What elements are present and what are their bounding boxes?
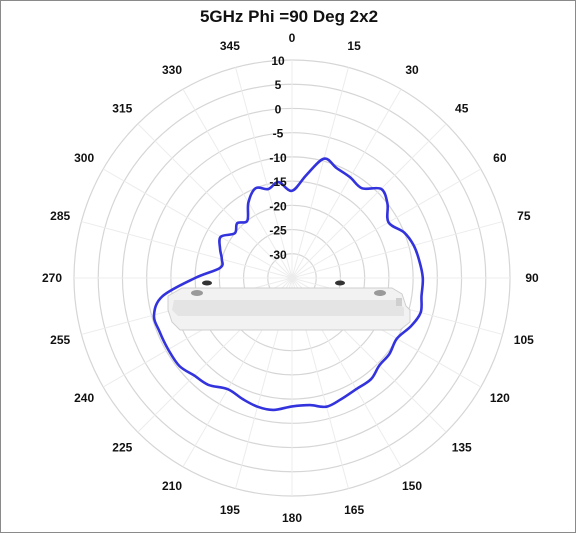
grid-spoke [182, 88, 293, 279]
radial-tick-label: -5 [273, 127, 284, 141]
grid-spoke [235, 67, 293, 279]
angle-tick-label: 75 [517, 209, 531, 223]
series-layer [152, 157, 425, 412]
radial-tick-label: -30 [269, 248, 287, 262]
chart-title: 5GHz Phi =90 Deg 2x2 [199, 7, 379, 26]
angle-tick-label: 45 [455, 101, 469, 115]
tick-labels: 0153045607590105120135150165180195210225… [42, 31, 539, 525]
angle-tick-label: 210 [162, 479, 182, 493]
angle-tick-label: 330 [162, 63, 182, 77]
angle-tick-label: 60 [493, 151, 507, 165]
angle-tick-label: 270 [42, 271, 62, 285]
radial-tick-label: -15 [269, 175, 287, 189]
angle-tick-label: 345 [220, 39, 240, 53]
grid-spoke [81, 221, 293, 279]
angle-tick-label: 0 [289, 31, 296, 45]
radial-tick-label: -10 [269, 151, 287, 165]
radial-tick-label: 10 [271, 54, 285, 68]
angle-tick-label: 90 [525, 271, 539, 285]
angle-tick-label: 30 [405, 63, 419, 77]
access-point-device-image [167, 280, 411, 331]
polar-grid [73, 59, 511, 497]
angle-tick-label: 255 [50, 333, 70, 347]
radial-tick-label: 0 [275, 102, 282, 116]
angle-tick-label: 135 [452, 441, 472, 455]
angle-tick-label: 165 [344, 503, 364, 517]
angle-tick-label: 120 [490, 391, 510, 405]
angle-tick-label: 15 [347, 39, 361, 53]
angle-tick-label: 105 [514, 333, 534, 347]
grid-spoke [291, 221, 503, 279]
angle-tick-label: 300 [74, 151, 94, 165]
radial-tick-label: 5 [275, 78, 282, 92]
radial-tick-label: -25 [269, 224, 287, 238]
grid-spoke [102, 168, 293, 279]
angle-tick-label: 315 [112, 101, 132, 115]
series-line [152, 157, 425, 412]
grid-spoke [291, 168, 482, 279]
grid-spoke [137, 123, 293, 279]
grid-spoke [291, 88, 402, 279]
angle-tick-label: 240 [74, 391, 94, 405]
angle-tick-label: 195 [220, 503, 240, 517]
angle-tick-label: 150 [402, 479, 422, 493]
grid-spoke [291, 123, 447, 279]
angle-tick-label: 225 [112, 441, 132, 455]
radial-tick-label: -20 [269, 199, 287, 213]
angle-tick-label: 180 [282, 511, 302, 525]
grid-spoke [291, 67, 349, 279]
angle-tick-label: 285 [50, 209, 70, 223]
